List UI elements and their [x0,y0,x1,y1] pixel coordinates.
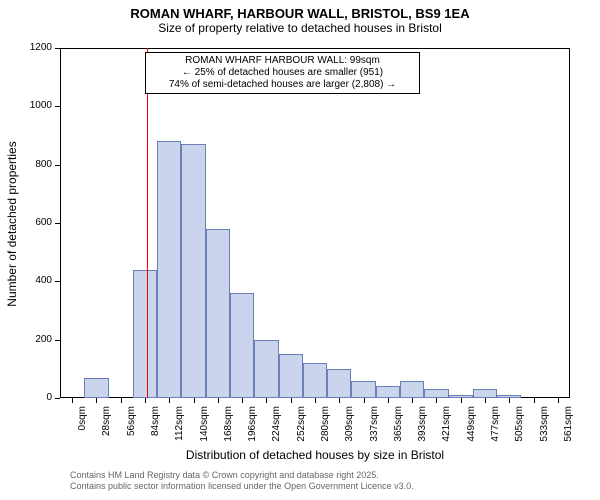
histogram-bar [279,354,303,398]
x-tick [291,398,292,403]
y-tick [55,106,60,107]
annotation-line: ← 25% of detached houses are smaller (95… [150,67,415,79]
plot-border [569,48,570,398]
y-tick-label: 200 [12,334,52,345]
plot-border [60,48,61,398]
x-tick [96,398,97,403]
annotation-box: ROMAN WHARF HARBOUR WALL: 99sqm← 25% of … [145,52,420,94]
x-tick [364,398,365,403]
x-tick [242,398,243,403]
x-tick [315,398,316,403]
x-tick [412,398,413,403]
histogram-bar [327,369,351,398]
histogram-bar [473,389,497,398]
x-tick [121,398,122,403]
x-tick [266,398,267,403]
plot-area: 0200400600800100012000sqm28sqm56sqm84sqm… [60,48,570,398]
histogram-bar [400,381,424,399]
x-tick [72,398,73,403]
x-tick [461,398,462,403]
histogram-bar [181,144,205,398]
x-tick [339,398,340,403]
histogram-bar [424,389,448,398]
y-axis-label: Number of detached properties [5,124,19,324]
x-tick [218,398,219,403]
footer-line: Contains HM Land Registry data © Crown c… [70,470,414,481]
x-tick [145,398,146,403]
x-axis-label: Distribution of detached houses by size … [60,448,570,462]
x-tick [509,398,510,403]
annotation-line: ROMAN WHARF HARBOUR WALL: 99sqm [150,55,415,67]
histogram-bar [230,293,254,398]
chart-title: ROMAN WHARF, HARBOUR WALL, BRISTOL, BS9 … [0,0,600,21]
x-tick [194,398,195,403]
footer-text: Contains HM Land Registry data © Crown c… [70,470,414,492]
x-tick [558,398,559,403]
histogram-bar [254,340,278,398]
x-tick [534,398,535,403]
y-tick [55,340,60,341]
histogram-bar [206,229,230,398]
y-tick [55,165,60,166]
x-tick [485,398,486,403]
x-tick [436,398,437,403]
histogram-bar [84,378,108,398]
y-tick-label: 1000 [12,100,52,111]
footer-line: Contains public sector information licen… [70,481,414,492]
chart-container: ROMAN WHARF, HARBOUR WALL, BRISTOL, BS9 … [0,0,600,500]
histogram-bar [157,141,181,398]
plot-border [60,48,570,49]
x-tick [388,398,389,403]
y-tick-label: 1200 [12,42,52,53]
histogram-bar [376,386,400,398]
histogram-bar [303,363,327,398]
histogram-bar [133,270,157,398]
y-tick [55,398,60,399]
chart-subtitle: Size of property relative to detached ho… [0,21,600,35]
y-tick [55,281,60,282]
x-tick [169,398,170,403]
reference-line [147,48,148,398]
y-tick [55,48,60,49]
y-tick [55,223,60,224]
annotation-line: 74% of semi-detached houses are larger (… [150,79,415,91]
histogram-bar [351,381,375,399]
y-tick-label: 0 [12,392,52,403]
